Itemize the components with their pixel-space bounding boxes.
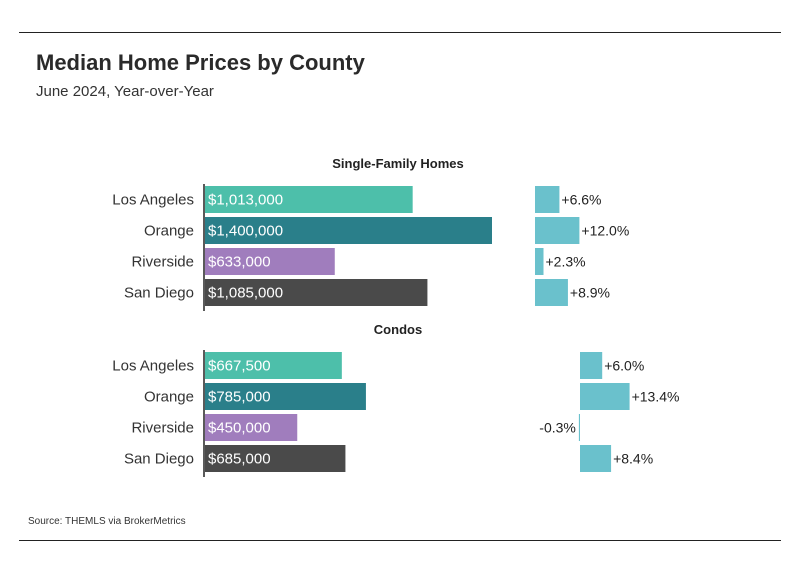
single-family-panel-title: Single-Family Homes: [332, 156, 463, 171]
single-family-change-label: +6.6%: [561, 192, 601, 208]
condos-price-bar: [205, 383, 366, 410]
condos-change-label: +8.4%: [613, 451, 653, 467]
single-family-change-bar: [535, 186, 560, 213]
single-family-change-label: +2.3%: [546, 254, 586, 270]
single-family-category-label: Los Angeles: [112, 192, 194, 209]
chart-subtitle: June 2024, Year-over-Year: [36, 83, 214, 100]
single-family-price-label: $1,013,000: [208, 192, 283, 209]
single-family-change-label: +8.9%: [570, 285, 610, 301]
single-family-price-bar: [205, 186, 413, 213]
single-family-change-label: +12.0%: [581, 223, 629, 239]
single-family-change-bar: [535, 248, 544, 275]
source-note: Source: THEMLS via BrokerMetrics: [28, 516, 186, 527]
top-rule: [19, 32, 781, 33]
single-family-price-label: $1,085,000: [208, 285, 283, 302]
condos-change-label: +6.0%: [604, 358, 644, 374]
condos-change-bar: [580, 352, 603, 379]
condos-category-label: Orange: [144, 389, 194, 406]
single-family-price-bar: [205, 248, 335, 275]
single-family-price-bar: [205, 279, 428, 306]
condos-category-label: Riverside: [131, 420, 194, 437]
chart-title: Median Home Prices by County: [36, 50, 365, 75]
condos-panel-title: Condos: [374, 322, 422, 337]
condos-price-label: $685,000: [208, 451, 271, 468]
condos-category-label: San Diego: [124, 451, 194, 468]
condos-change-bar: [580, 445, 612, 472]
condos-change-bar: [578, 414, 580, 441]
condos-category-label: Los Angeles: [112, 358, 194, 375]
bottom-rule: [19, 540, 781, 541]
single-family-price-label: $633,000: [208, 254, 271, 271]
condos-price-bar: [205, 352, 342, 379]
single-family-price-label: $1,400,000: [208, 223, 283, 240]
condos-price-label: $450,000: [208, 420, 271, 437]
single-family-category-label: Riverside: [131, 254, 194, 271]
single-family-change-bar: [535, 279, 568, 306]
condos-price-bar: [205, 414, 298, 441]
condos-price-label: $785,000: [208, 389, 271, 406]
condos-change-label: +13.4%: [632, 389, 680, 405]
condos-change-bar: [580, 383, 630, 410]
condos-price-label: $667,500: [208, 358, 271, 375]
single-family-category-label: San Diego: [124, 285, 194, 302]
single-family-change-bar: [535, 217, 580, 244]
single-family-price-bar: [205, 217, 492, 244]
condos-change-label: -0.3%: [539, 420, 576, 436]
single-family-category-label: Orange: [144, 223, 194, 240]
condos-price-bar: [205, 445, 346, 472]
